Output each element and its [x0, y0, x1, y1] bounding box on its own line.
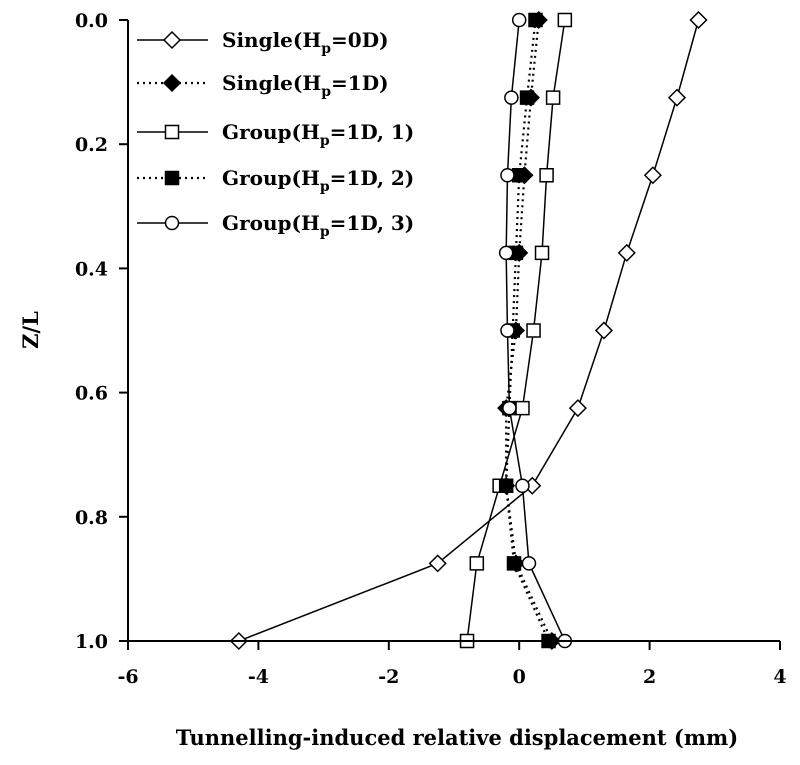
- legend-marker: [164, 215, 180, 231]
- data-point: [469, 556, 485, 571]
- data-point: [689, 10, 708, 30]
- data-point: [515, 400, 530, 416]
- data-point: [667, 88, 687, 107]
- legend-marker: [162, 30, 182, 50]
- series-layer: [229, 10, 708, 651]
- data-point: [428, 554, 447, 573]
- y-tick-label: 0.4: [75, 258, 108, 280]
- data-point: [643, 166, 662, 185]
- y-tick-label: 0.2: [75, 134, 108, 156]
- legend-marker: [164, 124, 180, 140]
- x-tick-label: 0: [513, 666, 526, 688]
- data-point: [500, 168, 515, 183]
- data-point: [521, 556, 537, 571]
- x-tick-label: -6: [117, 666, 138, 688]
- data-point: [568, 399, 587, 418]
- legend-item: Single(Hp=0D): [137, 28, 389, 57]
- legend-item: Single(Hp=1D): [137, 71, 389, 100]
- data-point: [617, 243, 636, 262]
- legend-label: Group(Hp=1D, 1): [222, 120, 414, 149]
- series-line: [238, 19, 700, 642]
- data-point: [498, 245, 514, 261]
- y-axis-title: Z/L: [18, 311, 43, 349]
- y-tick-label: 1.0: [75, 631, 108, 653]
- series-5: [498, 12, 573, 649]
- x-tick-label: 2: [643, 666, 656, 688]
- data-point: [511, 12, 527, 28]
- data-point: [504, 90, 519, 105]
- legend-label: Group(Hp=1D, 3): [222, 211, 414, 240]
- x-tick-label: -4: [248, 666, 269, 688]
- data-point: [506, 556, 522, 571]
- y-tick-label: 0.6: [75, 383, 108, 405]
- data-point: [594, 321, 614, 340]
- legend: Single(Hp=0D) Single(Hp=1D) Group(Hp=1D, 1…: [137, 28, 414, 240]
- x-tick-label: -2: [378, 666, 399, 688]
- y-tick-label: 0.8: [75, 507, 108, 529]
- series-line: [505, 19, 553, 642]
- data-point: [528, 12, 543, 28]
- legend-item: Group(Hp=1D, 1): [137, 120, 414, 149]
- x-tick-label: 4: [773, 666, 786, 688]
- legend-marker: [162, 73, 182, 93]
- data-point: [500, 323, 515, 338]
- legend-label: Single(Hp=0D): [222, 28, 389, 57]
- legend-item: Group(Hp=1D, 2): [137, 166, 414, 195]
- legend-label: Group(Hp=1D, 2): [222, 166, 414, 195]
- data-point: [519, 90, 535, 105]
- data-point: [534, 245, 550, 261]
- data-point: [539, 168, 554, 183]
- legend-item: Group(Hp=1D, 3): [137, 211, 414, 240]
- data-point: [502, 400, 517, 416]
- data-point: [545, 90, 561, 105]
- series-3: [459, 12, 573, 649]
- data-point: [515, 478, 530, 493]
- x-axis-title: Tunnelling-induced relative displacement…: [176, 725, 738, 750]
- legend-label: Single(Hp=1D): [222, 71, 389, 100]
- legend-marker: [164, 170, 180, 186]
- data-point: [526, 323, 541, 338]
- series-1: [229, 10, 708, 651]
- axes-layer: -6 -4 -2 0 2 4 0.0 0.2 0.4 0.6 0.8 1.0: [75, 10, 787, 688]
- data-point: [557, 12, 573, 28]
- data-point: [498, 478, 514, 493]
- y-tick-label: 0.0: [75, 10, 108, 32]
